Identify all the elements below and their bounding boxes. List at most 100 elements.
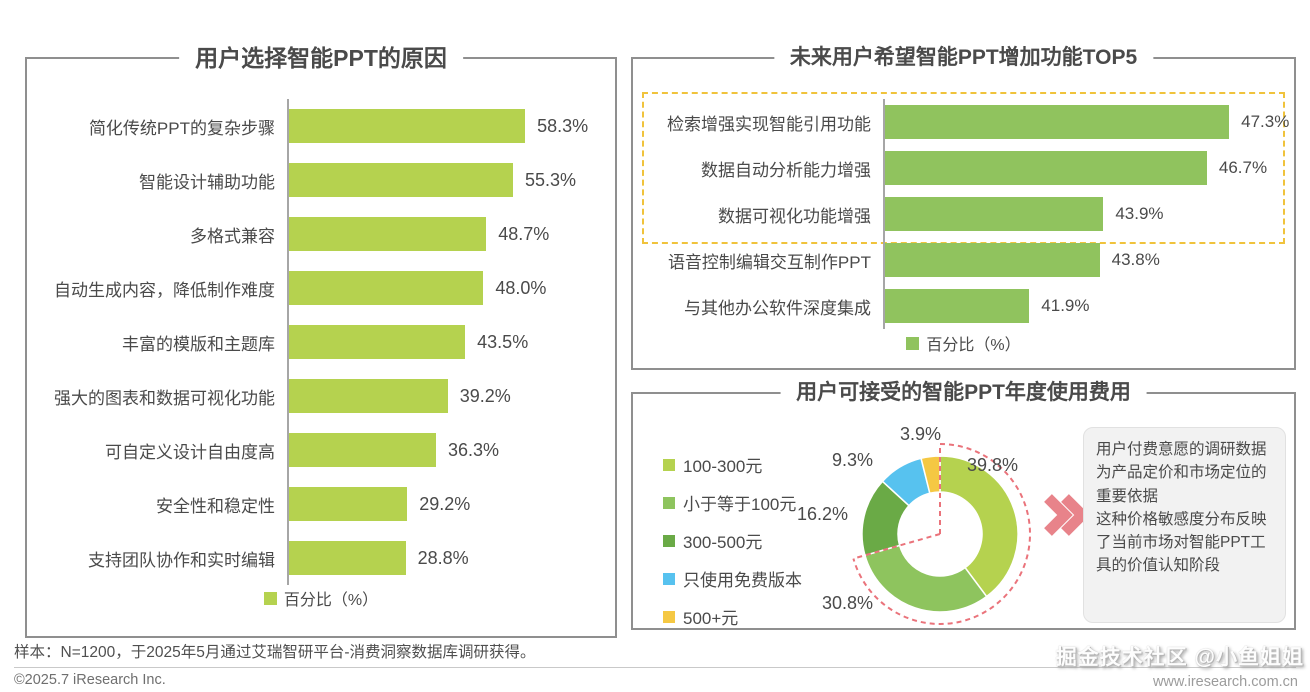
bar (289, 541, 406, 575)
bar (289, 379, 448, 413)
legend-swatch-icon (263, 591, 277, 605)
donut-percent-label: 16.2% (797, 504, 849, 524)
bar-category-label: 强大的图表和数据可视化功能 (54, 388, 275, 408)
legend-item-label: 100-300元 (683, 457, 763, 476)
insight-note-line: 这种价格敏感度分布反映了当前市场对智能PPT工具的价值认知阶段 (1096, 510, 1267, 575)
footer-divider (14, 667, 1296, 668)
bar-category-label: 自动生成内容，降低制作难度 (54, 280, 275, 300)
donut-percent-label: 9.3% (832, 450, 874, 470)
bar-value-label: 36.3% (448, 439, 500, 460)
bar-row: 数据自动分析能力增强 46.7% (633, 145, 1292, 191)
website-url: www.iresearch.com.cn (1152, 674, 1298, 690)
bar-value-label: 41.9% (1041, 296, 1090, 315)
legend-swatch-icon (663, 496, 675, 509)
donut-percent-label: 30.8% (822, 593, 874, 613)
bar-value-label: 43.8% (1111, 250, 1160, 269)
bar (289, 217, 487, 251)
insight-note-box: 用户付费意愿的调研数据为产品定价和市场定位的重要依据 这种价格敏感度分布反映了当… (1083, 427, 1286, 623)
bar-category-label: 数据可视化功能增强 (718, 206, 871, 226)
bar-category-label: 语音控制编辑交互制作PPT (667, 252, 871, 272)
bar-value-label: 43.9% (1115, 204, 1164, 223)
bar-track: 43.8% (883, 237, 1292, 283)
bar-category-label: 数据自动分析能力增强 (701, 160, 871, 180)
panel-price: 用户可接受的智能PPT年度使用费用 100-300元小于等于100元 300-50… (631, 374, 1296, 630)
bar-value-label: 47.3% (1241, 112, 1290, 131)
legend-swatch-icon (663, 534, 675, 547)
legend-item-label: 小于等于100元 (683, 495, 797, 514)
panel-top5-title: 未来用户希望智能PPT增加功能TOP5 (773, 39, 1154, 77)
panel-top5: 未来用户希望智能PPT增加功能TOP5 检索增强实现智能引用功能 47.3% 数据自… (631, 39, 1296, 370)
bar-row: 数据可视化功能增强 43.9% (633, 191, 1292, 237)
bar-row: 丰富的模版和主题库 43.5% (27, 315, 613, 369)
donut-slice (939, 455, 1019, 598)
bar (289, 163, 513, 197)
legend-item: 100-300元 (663, 452, 802, 477)
bar-track: 29.2% (287, 477, 613, 531)
donut-percent-label: 3.9% (900, 424, 942, 444)
bar-track: 36.3% (287, 423, 613, 477)
donut-chart (840, 434, 1040, 634)
bar-category-label: 丰富的模版和主题库 (122, 334, 275, 354)
bar-category-label: 可自定义设计自由度高 (105, 442, 275, 462)
bar-row: 与其他办公软件深度集成 41.9% (633, 283, 1292, 329)
bar-row: 自动生成内容，降低制作难度 48.0% (27, 261, 613, 315)
legend-item-label: 只使用免费版本 (683, 571, 802, 590)
bar-track: 48.0% (287, 261, 613, 315)
legend-swatch-icon (906, 336, 920, 350)
bar (885, 151, 1207, 185)
bar-track: 28.8% (287, 531, 613, 585)
donut-slice (920, 455, 941, 495)
reasons-legend: 百分比（%） (27, 586, 615, 610)
copyright: ©2025.7 iResearch Inc. (14, 672, 166, 688)
bar-value-label: 43.5% (477, 331, 529, 352)
top5-bar-chart: 检索增强实现智能引用功能 47.3% 数据自动分析能力增强 46.7% 数据可视化功能增… (633, 99, 1292, 329)
bar-track: 47.3% (883, 99, 1292, 145)
legend-swatch-icon (663, 458, 675, 471)
bar (885, 105, 1230, 139)
bar-category-label: 多格式兼容 (190, 226, 275, 246)
bar-row: 多格式兼容 48.7% (27, 207, 613, 261)
bar-row: 智能设计辅助功能 55.3% (27, 153, 613, 207)
insight-note-line: 用户付费意愿的调研数据为产品定价和市场定位的重要依据 (1096, 441, 1267, 505)
donut-svg (852, 443, 1031, 625)
bar-value-label: 39.2% (459, 385, 511, 406)
bar-row: 简化传统PPT的复杂步骤 58.3% (27, 99, 613, 153)
legend-swatch-icon (663, 572, 675, 585)
legend-item-label: 500+元 (683, 609, 739, 628)
panel-reasons-title: 用户选择智能PPT的原因 (179, 39, 463, 77)
bar (885, 289, 1030, 323)
legend-label: 百分比（%） (926, 337, 1021, 354)
bar-row: 语音控制编辑交互制作PPT 43.8% (633, 237, 1292, 283)
bar-track: 41.9% (883, 283, 1292, 329)
bar-value-label: 58.3% (537, 115, 589, 136)
legend-item: 300-500元 (663, 528, 802, 553)
bar-value-label: 28.8% (417, 547, 469, 568)
bar (885, 197, 1104, 231)
legend-label: 百分比（%） (283, 592, 379, 609)
sample-note: 样本：N=1200，于2025年5月通过艾瑞智研平台-消费洞察数据库调研获得。 (14, 644, 536, 661)
bar-value-label: 48.7% (498, 223, 550, 244)
bar-track: 46.7% (883, 145, 1292, 191)
bar-track: 43.5% (287, 315, 613, 369)
donut-dashed-highlight (852, 443, 1031, 625)
bar-track: 58.3% (287, 99, 613, 153)
bar-value-label: 48.0% (495, 277, 547, 298)
donut-slice (864, 544, 988, 613)
bar-value-label: 55.3% (524, 169, 576, 190)
bar (289, 325, 466, 359)
donut-percent-label: 39.8% (967, 455, 1019, 475)
bar-category-label: 安全性和稳定性 (156, 496, 275, 516)
donut-legend: 100-300元小于等于100元 300-500元只使用免费版本 500+元 (663, 452, 802, 629)
double-chevron-icon (1043, 490, 1090, 545)
bar (289, 109, 526, 143)
reasons-bar-chart: 简化传统PPT的复杂步骤 58.3% 智能设计辅助功能 55.3% 多格式兼容 48.7%… (27, 99, 613, 585)
bar-track: 43.9% (883, 191, 1292, 237)
bar-row: 强大的图表和数据可视化功能 39.2% (27, 369, 613, 423)
bar-track: 55.3% (287, 153, 613, 207)
legend-item-label: 300-500元 (683, 533, 763, 552)
panel-price-title: 用户可接受的智能PPT年度使用费用 (780, 374, 1147, 412)
top5-legend: 百分比（%） (633, 331, 1294, 355)
legend-item: 小于等于100元 (663, 490, 802, 515)
bar-value-label: 46.7% (1218, 158, 1268, 177)
